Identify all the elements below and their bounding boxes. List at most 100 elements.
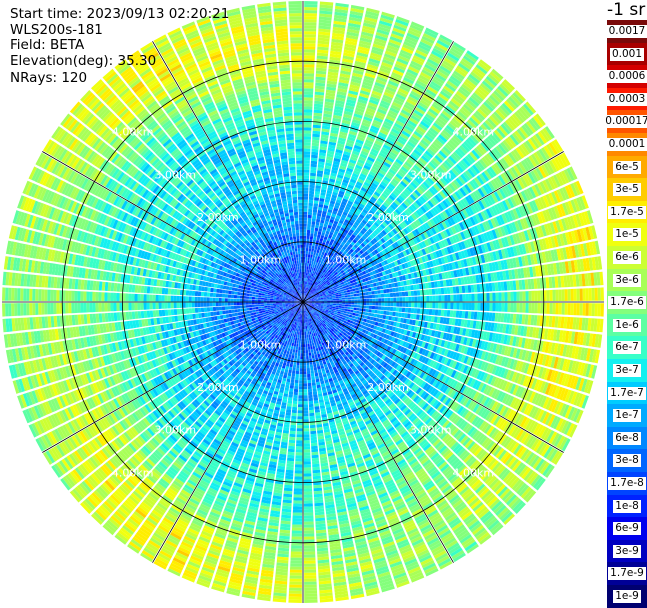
range-gate-cell xyxy=(447,310,451,317)
range-gate-cell xyxy=(357,308,360,311)
range-gate-cell xyxy=(308,398,313,401)
range-gate-cell xyxy=(303,377,307,380)
range-gate-cell xyxy=(283,494,292,498)
range-gate-cell xyxy=(393,307,396,311)
range-gate-cell xyxy=(290,425,296,428)
range-gate-cell xyxy=(292,373,296,376)
range-gate-cell xyxy=(314,406,319,410)
range-gate-cell xyxy=(306,350,308,353)
range-gate-cell xyxy=(309,356,312,359)
range-gate-cell xyxy=(371,313,375,317)
range-gate-cell xyxy=(465,311,469,318)
range-gate-cell xyxy=(392,312,396,316)
range-gate-cell xyxy=(342,302,345,304)
range-gate-cell xyxy=(351,302,354,304)
range-gate-cell xyxy=(301,320,302,323)
range-gate-cell xyxy=(307,338,309,341)
range-gate-cell xyxy=(305,341,307,344)
range-gate-cell xyxy=(303,368,306,371)
range-gate-cell xyxy=(303,386,307,389)
range-gate-cell xyxy=(298,395,302,398)
range-gate-cell xyxy=(456,311,460,318)
range-gate-cell xyxy=(348,305,351,307)
range-gate-cell xyxy=(289,585,302,588)
range-gate-cell xyxy=(456,303,459,310)
range-gate-cell xyxy=(287,455,294,459)
range-gate-cell xyxy=(303,389,307,392)
range-gate-cell xyxy=(296,344,298,347)
range-gate-cell xyxy=(309,404,314,407)
range-gate-cell xyxy=(360,302,363,305)
range-gate-cell xyxy=(304,552,315,555)
range-gate-cell xyxy=(285,476,293,480)
range-gate-cell xyxy=(444,303,447,309)
range-gate-cell xyxy=(291,558,303,561)
range-gate-cell xyxy=(354,305,357,308)
range-gate-cell xyxy=(291,346,294,349)
range-gate-cell xyxy=(304,528,314,531)
range-gate-cell xyxy=(289,443,296,447)
range-gate-cell xyxy=(293,509,302,512)
range-gate-cell xyxy=(312,458,319,462)
range-gate-cell xyxy=(307,377,311,380)
range-gate-cell xyxy=(408,308,411,313)
range-gate-cell xyxy=(298,404,303,407)
range-gate-cell xyxy=(311,437,317,440)
range-gate-cell xyxy=(295,377,299,380)
range-gate-cell xyxy=(303,398,307,401)
range-gate-cell xyxy=(386,311,390,315)
range-gate-cell xyxy=(307,380,311,383)
range-gate-cell xyxy=(355,314,359,317)
range-gate-cell xyxy=(375,302,378,305)
range-gate-cell xyxy=(378,306,381,310)
range-gate-cell xyxy=(459,303,462,310)
range-gate-cell xyxy=(303,374,306,377)
range-gate-cell xyxy=(404,313,408,318)
range-gate-cell xyxy=(377,310,380,314)
range-gate-cell xyxy=(292,519,302,522)
range-gate-cell xyxy=(510,303,513,312)
range-gate-cell xyxy=(313,394,318,398)
range-gate-cell xyxy=(307,368,310,371)
range-gate-cell xyxy=(353,313,357,316)
range-gate-cell xyxy=(297,431,303,434)
range-gate-cell xyxy=(311,340,313,343)
range-gate-cell xyxy=(345,304,348,306)
range-gate-cell xyxy=(292,528,302,531)
range-gate-cell xyxy=(291,376,295,379)
range-gate-cell xyxy=(295,470,303,473)
range-gate-cell xyxy=(290,564,302,567)
range-gate-cell xyxy=(304,585,317,588)
range-gate-cell xyxy=(286,464,293,468)
range-gate-cell xyxy=(313,470,321,474)
range-gate-cell xyxy=(477,303,480,311)
range-gate-cell xyxy=(304,546,315,549)
range-gate-cell xyxy=(296,440,302,443)
range-gate-cell xyxy=(462,303,465,310)
range-gate-cell xyxy=(450,310,454,317)
range-gate-cell xyxy=(292,367,295,370)
range-gate-cell xyxy=(304,488,313,491)
range-gate-cell xyxy=(290,579,302,582)
range-gate-cell xyxy=(310,365,313,368)
range-gate-cell xyxy=(314,367,318,371)
range-gate-cell xyxy=(374,310,377,314)
range-gate-cell xyxy=(339,306,342,308)
range-gate-cell xyxy=(307,371,310,374)
range-gate-cell xyxy=(520,303,523,313)
range-gate-cell xyxy=(311,446,318,450)
range-gate-cell xyxy=(286,470,294,474)
range-gate-cell xyxy=(378,302,381,306)
range-gate-cell xyxy=(313,391,317,395)
range-gate-cell xyxy=(311,440,317,443)
range-gate-cell xyxy=(368,309,371,312)
range-gate-cell xyxy=(414,308,417,313)
range-gate-cell xyxy=(498,303,501,312)
range-gate-cell xyxy=(350,310,353,313)
range-gate-cell xyxy=(310,343,312,346)
range-gate-cell xyxy=(304,555,315,558)
range-gate-cell xyxy=(312,343,315,346)
range-gate-cell xyxy=(304,425,310,428)
range-gate-cell xyxy=(310,346,313,349)
range-gate-cell xyxy=(304,320,305,323)
